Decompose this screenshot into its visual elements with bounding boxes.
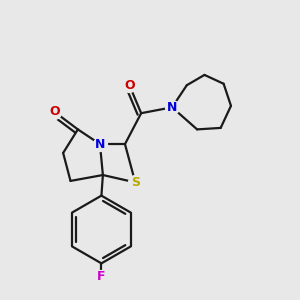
Text: S: S xyxy=(131,176,140,189)
Text: O: O xyxy=(124,79,135,92)
Text: N: N xyxy=(167,101,177,114)
Text: O: O xyxy=(49,105,60,118)
Text: F: F xyxy=(97,270,106,283)
Text: N: N xyxy=(95,138,105,151)
